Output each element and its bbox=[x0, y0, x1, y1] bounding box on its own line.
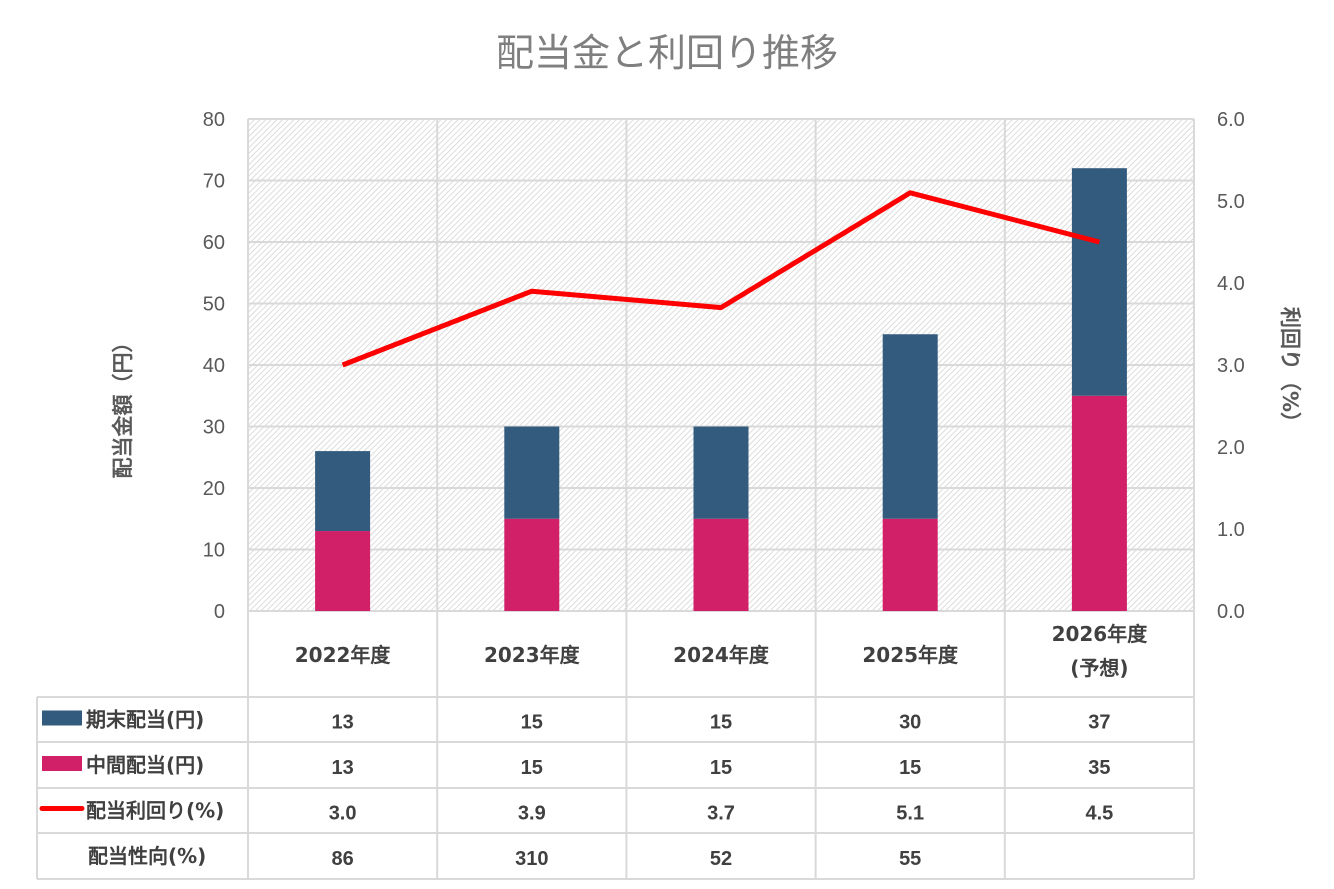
category-label: (予想) bbox=[1070, 656, 1128, 680]
table-cell: 30 bbox=[899, 712, 921, 734]
y2-tick-label: 6.0 bbox=[1217, 109, 1245, 131]
y2-tick-label: 4.0 bbox=[1217, 273, 1245, 295]
table-row-label: 中間配当(円) bbox=[86, 753, 204, 777]
legend-swatch bbox=[42, 756, 82, 771]
bar-year-end-4 bbox=[1071, 168, 1127, 396]
y2-tick-label: 2.0 bbox=[1217, 437, 1245, 459]
category-label: 2025年度 bbox=[862, 643, 959, 667]
y-tick-label: 60 bbox=[203, 232, 225, 254]
table-cell: 3.0 bbox=[329, 803, 357, 825]
table-cell: 37 bbox=[1088, 712, 1110, 734]
y-tick-label: 20 bbox=[203, 478, 225, 500]
bar-interim-4 bbox=[1071, 395, 1127, 611]
bar-interim-2 bbox=[693, 518, 749, 611]
chart-title: 配当金と利回り推移 bbox=[496, 31, 838, 75]
y-tick-label: 50 bbox=[203, 294, 225, 316]
bar-interim-0 bbox=[315, 531, 371, 611]
y-tick-label: 40 bbox=[203, 355, 225, 377]
table-cell: 3.9 bbox=[518, 803, 546, 825]
table-cell: 3.7 bbox=[707, 803, 735, 825]
category-label: 2026年度 bbox=[1052, 622, 1149, 646]
bar-interim-3 bbox=[882, 518, 938, 611]
bar-year-end-3 bbox=[882, 334, 938, 519]
y-tick-label: 30 bbox=[203, 417, 225, 439]
table-row-label: 配当性向(%) bbox=[88, 844, 206, 868]
table-row-label: 期末配当(円) bbox=[86, 708, 204, 732]
table-cell: 310 bbox=[515, 848, 548, 870]
y2-tick-label: 3.0 bbox=[1217, 355, 1245, 377]
y-tick-label: 0 bbox=[214, 601, 225, 623]
y2-axis-title: 利回り（%） bbox=[1278, 307, 1302, 433]
table-cell: 5.1 bbox=[896, 803, 924, 825]
category-label: 2022年度 bbox=[295, 643, 392, 667]
y-tick-label: 70 bbox=[203, 171, 225, 193]
table-cell: 52 bbox=[710, 848, 732, 870]
table-cell: 13 bbox=[331, 757, 353, 779]
y-axis-title: 配当金額（円） bbox=[111, 332, 135, 479]
table-cell: 15 bbox=[521, 757, 543, 779]
table-cell: 15 bbox=[899, 757, 921, 779]
table-row-label: 配当利回り(%) bbox=[86, 799, 224, 823]
category-label: 2024年度 bbox=[673, 643, 770, 667]
table-cell: 15 bbox=[710, 757, 732, 779]
legend-swatch bbox=[42, 710, 82, 726]
table-cell: 4.5 bbox=[1085, 803, 1113, 825]
table-cell: 35 bbox=[1088, 757, 1110, 779]
bar-interim-1 bbox=[504, 518, 560, 611]
table-cell: 15 bbox=[710, 712, 732, 734]
y-tick-label: 80 bbox=[203, 109, 225, 131]
table-cell: 13 bbox=[331, 712, 353, 734]
table-cell: 86 bbox=[331, 848, 353, 870]
category-label: 2023年度 bbox=[484, 643, 581, 667]
table-cell: 15 bbox=[521, 712, 543, 734]
y-tick-label: 10 bbox=[203, 540, 225, 562]
y2-tick-label: 1.0 bbox=[1217, 519, 1245, 541]
y2-tick-label: 0.0 bbox=[1217, 601, 1245, 623]
bar-year-end-2 bbox=[693, 426, 749, 519]
bar-year-end-0 bbox=[315, 451, 371, 532]
table-cell: 55 bbox=[899, 848, 921, 870]
y2-tick-label: 5.0 bbox=[1217, 191, 1245, 213]
bar-year-end-1 bbox=[504, 426, 560, 519]
